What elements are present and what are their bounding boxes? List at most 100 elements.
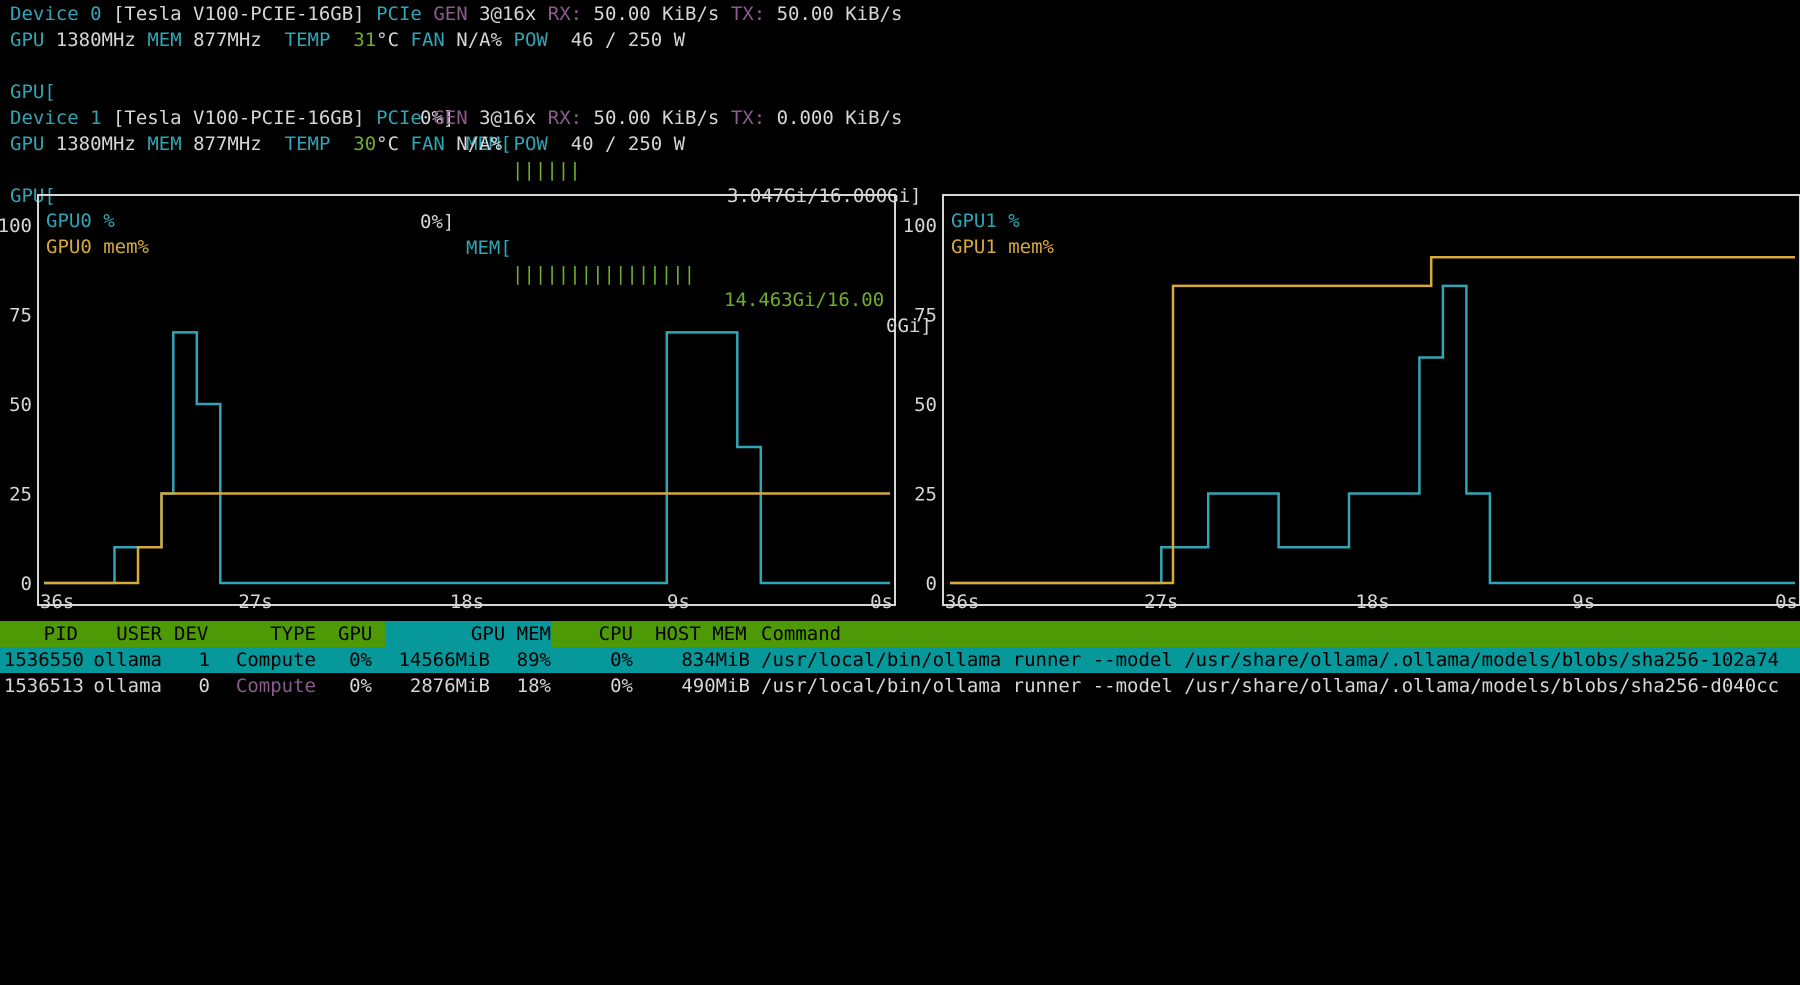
row-dev: 1 <box>198 649 210 671</box>
row-gpu: 0% <box>349 675 372 697</box>
table-row[interactable]: 1536513 ollama 0 Compute 0% 2876MiB 18% … <box>0 673 1800 699</box>
header-host-mem[interactable]: HOST MEM <box>655 623 747 645</box>
header-user[interactable]: USER <box>116 623 162 645</box>
row-type: Compute <box>235 675 316 697</box>
tx-label: TX: <box>730 107 766 129</box>
row-dev: 0 <box>198 675 210 697</box>
tx-value: 0.000 KiB/s <box>776 107 903 129</box>
fan-label: FAN <box>410 29 445 51</box>
y-tick-label: 75 <box>9 305 32 327</box>
y-tick-label: 50 <box>914 394 937 416</box>
fan-value: N/A% <box>456 133 503 155</box>
y-tick-label: 75 <box>914 305 937 327</box>
gen-label: GEN <box>433 3 468 25</box>
row-user: ollama <box>93 675 162 697</box>
gpu-bar-value: 0%] <box>420 211 455 233</box>
mem-clock-value: 877MHz <box>193 29 262 51</box>
gen-value: 3@16x <box>479 107 537 129</box>
header-command[interactable]: Command <box>761 623 842 645</box>
tx-value: 50.00 KiB/s <box>776 3 903 25</box>
temp-unit: °C <box>376 29 400 51</box>
fan-value: N/A% <box>456 29 503 51</box>
chart-gpu0: 100 75 50 25 0 36s 27s 18s 9s 0s GPU0 % GPU0 mem% <box>0 194 896 613</box>
pcie-label: PCIe <box>376 107 422 129</box>
rx-value: 50.00 KiB/s <box>593 107 720 129</box>
series-line <box>44 492 890 585</box>
row-host-mem: 834MiB <box>681 649 750 671</box>
mem-clock-value: 877MHz <box>193 133 262 155</box>
row-cpu: 0% <box>610 649 633 671</box>
pow-label: POW <box>513 133 548 155</box>
row-gpu-mem: 14566MiB <box>398 649 490 671</box>
pow-value: 46 / 250 W <box>570 29 686 51</box>
mem-bar-fill: |||||| <box>512 159 581 181</box>
row-cpu: 0% <box>610 675 633 697</box>
mem-bar-fill: |||||||||||||||| <box>512 263 696 285</box>
temp-label: TEMP <box>284 133 331 155</box>
legend-entry: GPU1 mem% <box>951 236 1055 258</box>
series-line <box>44 331 890 585</box>
rx-label: RX: <box>547 107 583 129</box>
x-tick-label: 36s <box>40 591 74 613</box>
x-tick-label: 18s <box>1355 591 1389 613</box>
temp-unit: °C <box>376 133 400 155</box>
device-id: Device 1 <box>10 107 102 129</box>
gpu-clock-label: GPU <box>10 133 45 155</box>
y-tick-label: 25 <box>914 484 937 506</box>
row-gpu-mem-pct: 89% <box>516 649 551 671</box>
mem-clock-label: MEM <box>147 29 182 51</box>
chart-frame <box>37 194 896 606</box>
header-pid[interactable]: PID <box>43 623 78 645</box>
legend-entry: GPU0 mem% <box>46 236 150 258</box>
header-cpu[interactable]: CPU <box>598 623 633 645</box>
row-host-mem: 490MiB <box>681 675 750 697</box>
x-tick-label: 0s <box>870 591 893 613</box>
header-dev[interactable]: DEV <box>174 623 209 645</box>
mem-clock-label: MEM <box>147 133 182 155</box>
y-tick-label: 100 <box>0 215 32 237</box>
fan-label: FAN <box>410 133 445 155</box>
pcie-label: PCIe <box>376 3 422 25</box>
gpu-bar-label: GPU[ <box>10 81 56 103</box>
y-tick-label: 0 <box>926 573 937 595</box>
rx-value: 50.00 KiB/s <box>593 3 720 25</box>
x-tick-label: 36s <box>945 591 979 613</box>
y-tick-label: 25 <box>9 484 32 506</box>
tx-label: TX: <box>730 3 766 25</box>
row-command: /usr/local/bin/ollama runner --model /us… <box>761 675 1780 697</box>
x-tick-label: 18s <box>450 591 484 613</box>
row-pid: 1536550 <box>3 649 84 671</box>
x-tick-label: 27s <box>1144 591 1178 613</box>
device-model: [Tesla V100-PCIE-16GB] <box>112 107 365 129</box>
header-gpu[interactable]: GPU <box>338 623 373 645</box>
row-pid: 1536513 <box>3 675 84 697</box>
table-header: PID USER DEV TYPE GPU GPU MEM CPU HOST M… <box>0 621 1800 647</box>
x-tick-label: 9s <box>667 591 690 613</box>
gpu-bar-label: GPU[ <box>10 185 56 207</box>
device-id: Device 0 <box>10 3 102 25</box>
mem-bar-text-used: 14.463Gi/16.00 <box>724 289 885 311</box>
device0-bars: GPU[ 0%] MEM[ |||||| 3.047Gi/16.000Gi] <box>10 53 921 207</box>
gpu-clock-value: 1380MHz <box>55 29 136 51</box>
gpu-clock-label: GPU <box>10 29 45 51</box>
device-model: [Tesla V100-PCIE-16GB] <box>112 3 365 25</box>
row-gpu-mem-pct: 18% <box>516 675 551 697</box>
legend-entry: GPU1 % <box>951 210 1020 232</box>
table-row[interactable]: 1536550 ollama 1 Compute 0% 14566MiB 89%… <box>0 647 1800 673</box>
x-tick-label: 9s <box>1572 591 1595 613</box>
y-tick-label: 0 <box>21 573 32 595</box>
x-tick-label: 0s <box>1775 591 1798 613</box>
gen-value: 3@16x <box>479 3 537 25</box>
device0-header: Device 0 [Tesla V100-PCIE-16GB] PCIe GEN… <box>10 1 902 27</box>
header-gpu-mem[interactable]: GPU MEM <box>385 621 551 647</box>
header-type[interactable]: TYPE <box>270 623 316 645</box>
mem-bar-label: MEM[ <box>466 133 512 155</box>
series-line <box>950 255 1795 585</box>
y-tick-label: 100 <box>903 215 937 237</box>
gpu-usage-charts: 100 75 50 25 0 36s 27s 18s 9s 0s GPU0 % GPU0 mem% 1… <box>0 194 1800 613</box>
gen-label: GEN <box>433 107 468 129</box>
temp-value: 30 <box>353 133 377 155</box>
row-gpu: 0% <box>349 649 372 671</box>
device1-header: Device 1 [Tesla V100-PCIE-16GB] PCIe GEN… <box>10 105 902 131</box>
chart-gpu1: 100 75 50 25 0 36s 27s 18s 9s 0s GPU1 % GPU1 mem% <box>903 194 1800 613</box>
